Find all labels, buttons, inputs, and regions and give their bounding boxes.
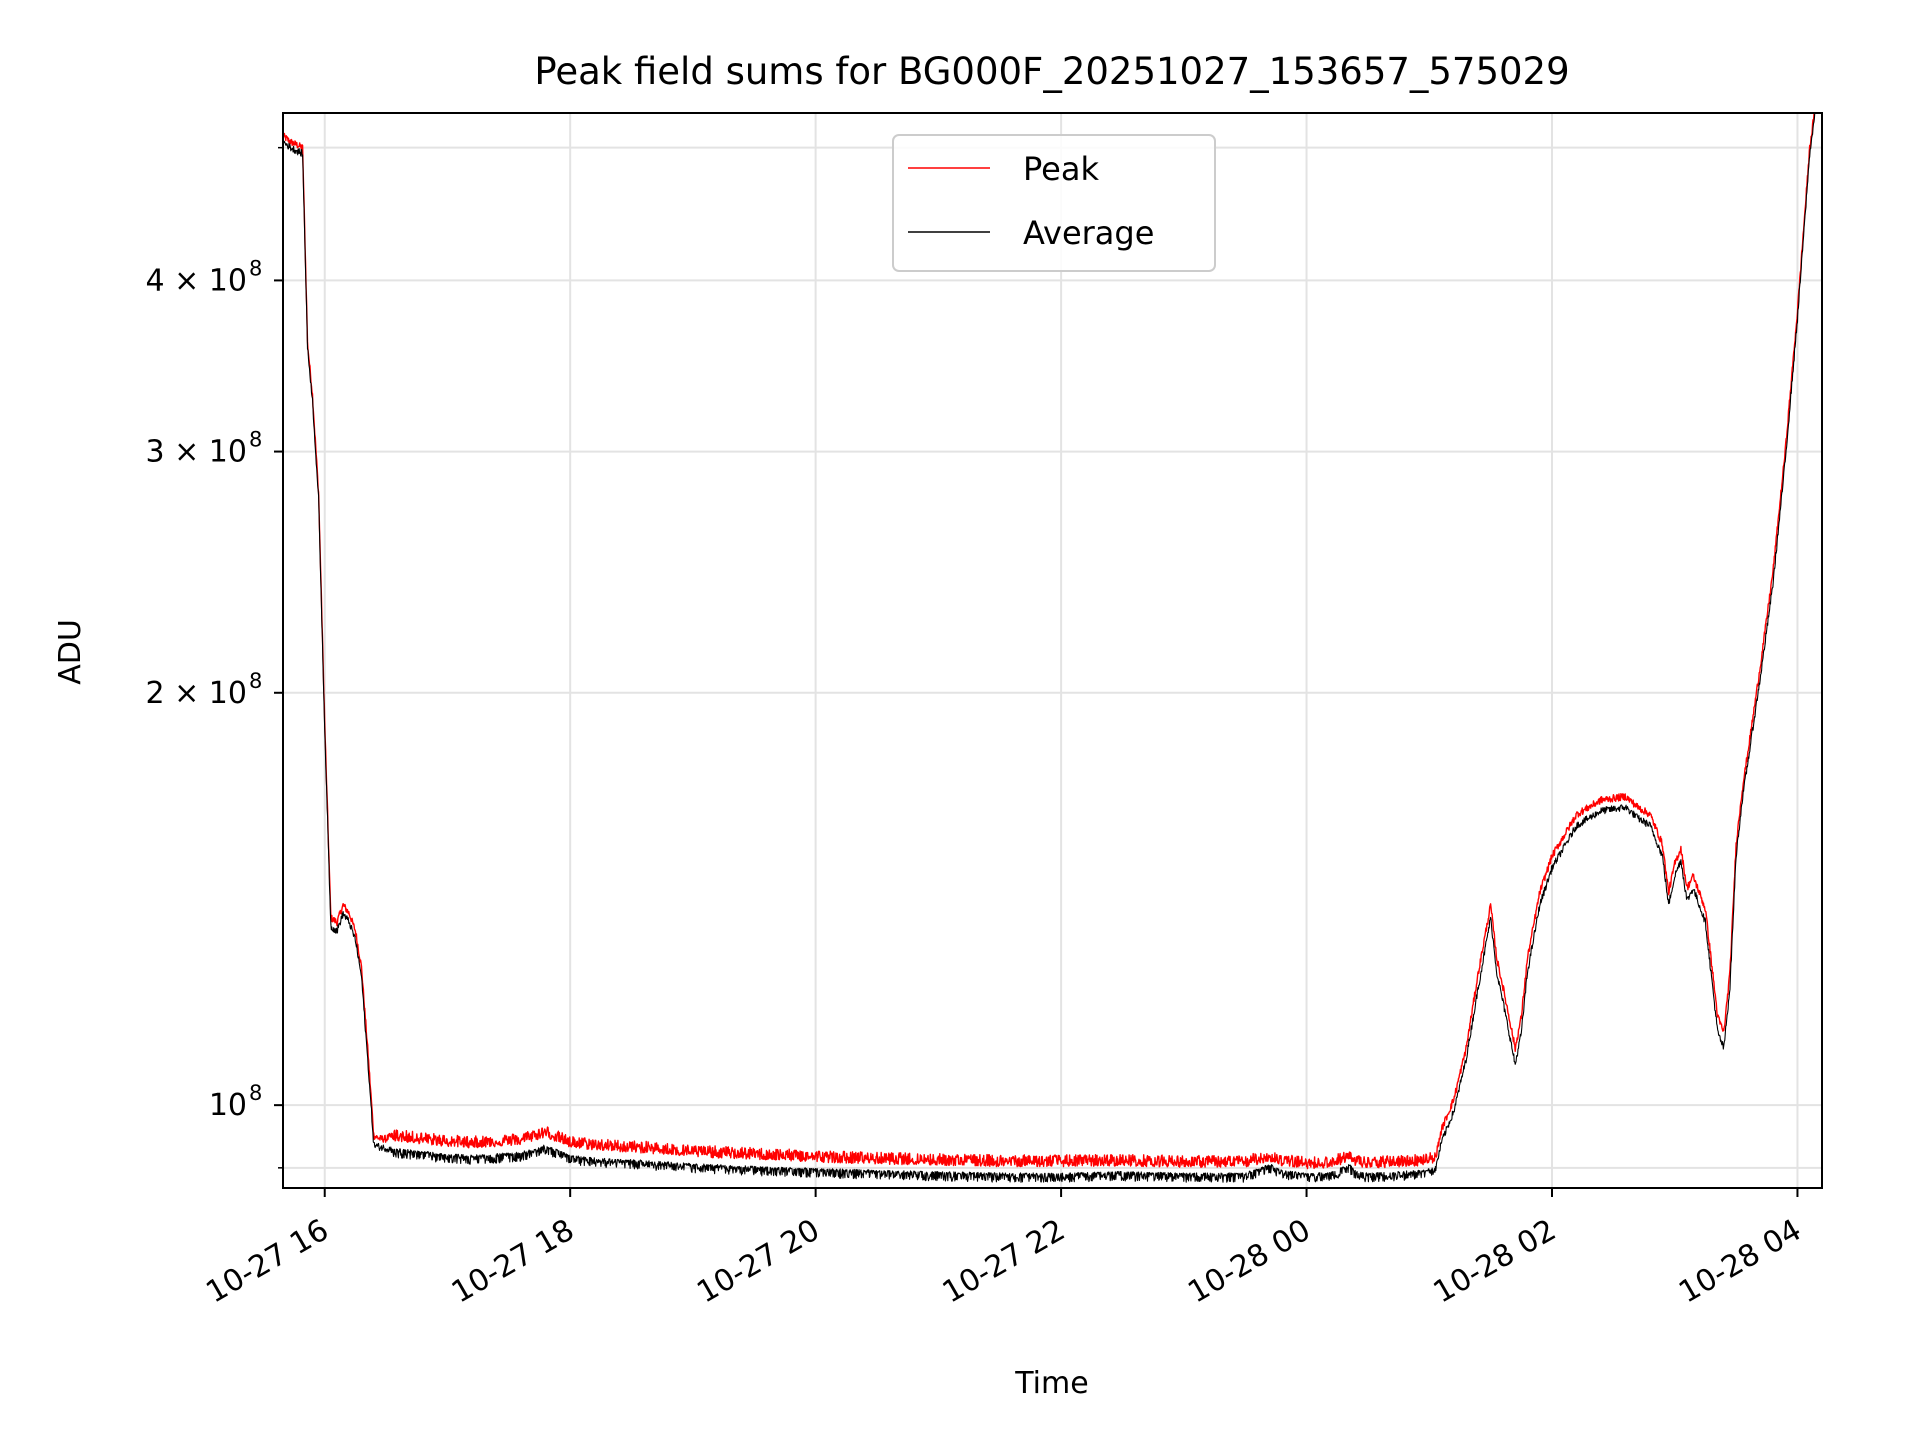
legend: Peak Average [892, 134, 1216, 272]
legend-peak-label: Peak [1023, 150, 1099, 188]
series-layer [283, 113, 1816, 1183]
y-tick-label: 3 × 10 [146, 435, 247, 470]
y-tick-exponent: 8 [249, 669, 262, 693]
y-tick-label: 10 [209, 1088, 247, 1123]
y-tick-exponent: 8 [249, 1081, 262, 1105]
y-tick-label: 2 × 10 [146, 676, 247, 711]
plot-frame [282, 112, 1823, 1189]
legend-box [892, 134, 1216, 272]
series-peak-line [283, 113, 1815, 1170]
y-axis: 10 82 × 10 83 × 10 84 × 10 8 [146, 146, 283, 1169]
y-tick-exponent: 8 [249, 428, 262, 452]
x-axis-label: Time [1014, 1366, 1088, 1401]
y-tick-label: 4 × 10 [146, 263, 247, 298]
chart-title: Peak field sums for BG000F_20251027_1536… [534, 50, 1569, 93]
legend-average-label: Average [1023, 214, 1154, 252]
y-axis-label: ADU [53, 619, 88, 685]
series-average-line [283, 113, 1816, 1183]
grid-layer [283, 113, 1822, 1188]
y-tick-exponent: 8 [249, 256, 262, 280]
